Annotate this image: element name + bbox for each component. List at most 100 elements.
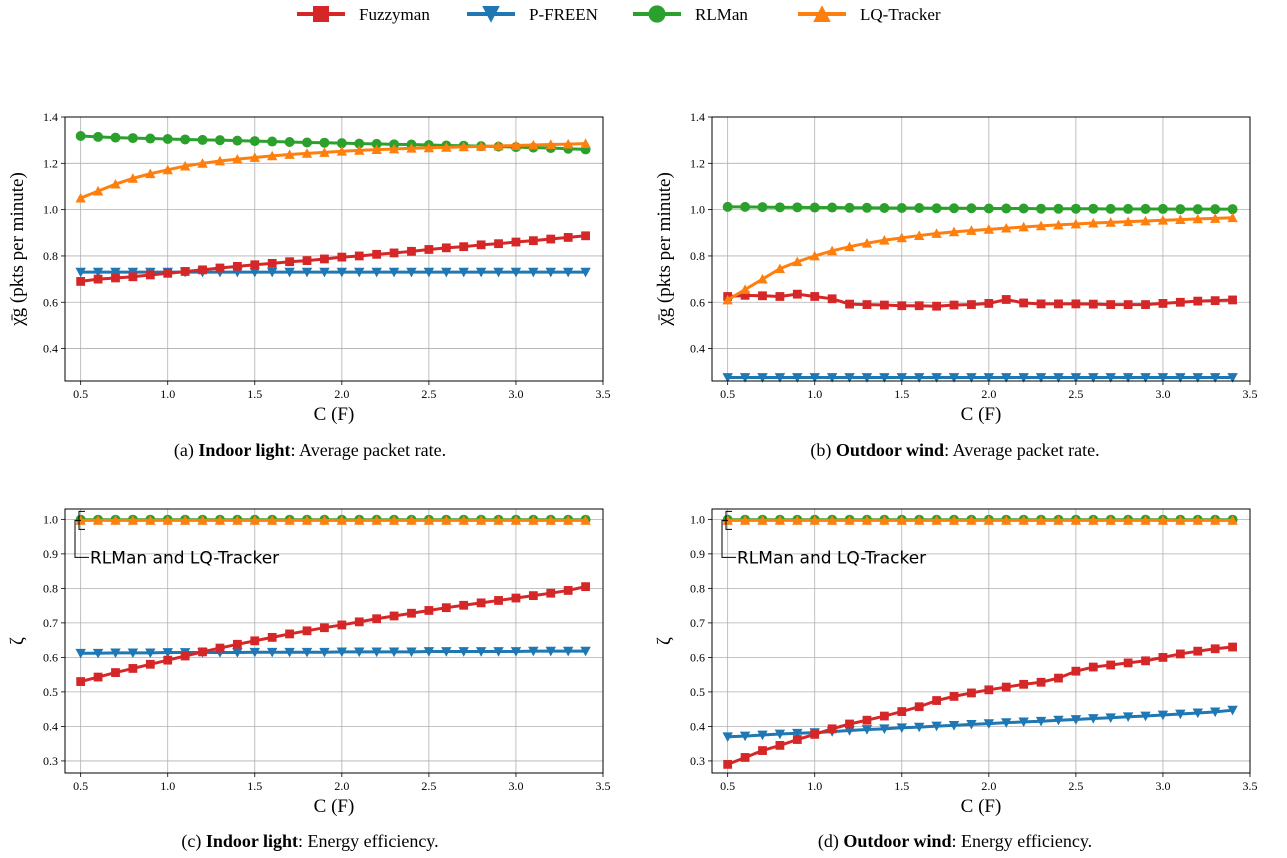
series-fuzzyman: [723, 642, 1237, 769]
series-line-lq-tracker: [726, 216, 1233, 302]
data-point-lq-tracker: [110, 515, 121, 525]
data-point-fuzzyman: [163, 655, 173, 665]
data-point-fuzzyman: [1019, 679, 1029, 689]
data-point-p-freen: [75, 648, 86, 659]
data-point-lq-tracker: [809, 515, 820, 525]
data-point-fuzzyman: [1193, 296, 1203, 306]
data-point-lq-tracker: [388, 143, 400, 154]
data-point-rlman: [1036, 203, 1047, 214]
data-point-fuzzyman: [285, 629, 295, 639]
data-point-fuzzyman: [862, 300, 872, 309]
series-rlman: [722, 201, 1238, 215]
data-point-fuzzyman: [145, 659, 155, 669]
data-point-rlman: [75, 130, 86, 141]
data-point-lq-tracker: [1140, 515, 1151, 525]
data-point-p-freen: [983, 719, 995, 729]
y-tick-label: 0.8: [43, 581, 58, 595]
legend-label: P-FREEN: [529, 5, 598, 24]
x-tick-label: 1.5: [894, 387, 909, 401]
data-point-p-freen: [423, 267, 435, 278]
data-point-lq-tracker: [249, 152, 260, 162]
data-point-fuzzyman: [180, 651, 190, 661]
data-point-p-freen: [913, 373, 925, 383]
data-point-fuzzyman: [494, 239, 503, 249]
data-point-p-freen: [336, 267, 348, 278]
data-point-fuzzyman: [827, 724, 837, 734]
data-point-fuzzyman: [862, 715, 872, 725]
data-point-rlman: [722, 201, 733, 212]
y-tick-label: 0.7: [43, 616, 58, 630]
legend-marker: [648, 5, 666, 23]
ticks: 0.5 1.0 1.5 2.0 2.5 3.0 3.5 0.4 0.6 0.8 1.0 1.2 1.4: [690, 110, 1258, 401]
y-axis-label: χ̄g (pkts per minute): [7, 172, 28, 327]
data-point-fuzzyman: [879, 300, 889, 310]
data-point-rlman: [966, 203, 977, 214]
data-point-fuzzyman: [1036, 299, 1046, 309]
chart-legend: Fuzzyman P-FREEN RLMan LQ-Tracker: [297, 5, 941, 24]
data-point-lq-tracker: [371, 515, 382, 525]
data-point-lq-tracker: [809, 250, 820, 261]
x-tick-label: 0.5: [73, 387, 88, 401]
data-point-p-freen: [1088, 714, 1099, 724]
data-point-lq-tracker: [423, 515, 435, 525]
data-point-fuzzyman: [215, 263, 225, 273]
data-point-p-freen: [722, 373, 733, 383]
data-point-lq-tracker: [562, 138, 574, 149]
data-point-rlman: [302, 137, 313, 148]
data-point-lq-tracker: [162, 515, 173, 525]
y-axis-label: ζ: [7, 637, 28, 645]
data-point-rlman: [197, 134, 208, 145]
chart-b-svg: 0.5 1.0 1.5 2.0 2.5 3.0 3.5 0.4 0.6 0.8 1.0 1.2 1.4 C…: [654, 110, 1258, 425]
y-tick-label: 0.5: [43, 685, 58, 699]
x-tick-label: 2.5: [421, 779, 436, 793]
data-point-p-freen: [1140, 373, 1151, 383]
data-point-fuzzyman: [302, 626, 312, 636]
y-tick-label: 1.2: [43, 156, 58, 170]
data-point-fuzzyman: [967, 300, 976, 309]
data-point-fuzzyman: [949, 691, 959, 701]
data-point-p-freen: [757, 730, 768, 741]
data-point-fuzzyman: [459, 242, 469, 252]
data-point-p-freen: [580, 646, 591, 657]
data-point-fuzzyman: [424, 245, 434, 254]
data-point-fuzzyman: [792, 289, 802, 299]
legend-item-lq-tracker: LQ-Tracker: [798, 5, 941, 24]
data-point-fuzzyman: [758, 291, 767, 301]
x-axis-label: C (F): [961, 796, 1002, 817]
data-point-rlman: [267, 136, 278, 147]
data-point-fuzzyman: [1071, 299, 1081, 309]
y-tick-label: 0.9: [43, 547, 58, 561]
data-point-rlman: [145, 133, 156, 144]
caption-b: (b) Outdoor wind: Average packet rate.: [810, 440, 1100, 460]
data-point-lq-tracker: [1209, 515, 1221, 525]
data-point-rlman: [93, 131, 104, 142]
data-point-fuzzyman: [76, 677, 86, 686]
y-tick-label: 1.0: [690, 512, 705, 526]
y-tick-label: 1.4: [690, 110, 705, 124]
data-point-fuzzyman: [267, 258, 277, 268]
data-point-fuzzyman: [111, 273, 120, 283]
data-point-fuzzyman: [93, 672, 103, 682]
chart-panel-a: 0.5 1.0 1.5 2.0 2.5 3.0 3.5 0.4 0.6 0.8 1.0 1.2 1.4 C…: [0, 100, 640, 465]
data-point-p-freen: [284, 267, 295, 278]
data-point-p-freen: [879, 373, 890, 383]
data-point-lq-tracker: [336, 146, 348, 156]
data-point-p-freen: [792, 728, 803, 739]
data-point-p-freen: [844, 373, 855, 383]
data-point-rlman: [1123, 203, 1134, 214]
y-tick-label: 0.3: [690, 754, 705, 768]
data-point-p-freen: [1088, 373, 1099, 383]
data-point-fuzzyman: [389, 611, 399, 621]
data-point-lq-tracker: [249, 515, 260, 525]
data-point-fuzzyman: [250, 260, 260, 270]
y-tick-label: 1.0: [43, 512, 58, 526]
data-point-fuzzyman: [528, 591, 538, 601]
data-point-fuzzyman: [163, 268, 173, 278]
data-point-p-freen: [441, 267, 452, 278]
data-point-rlman: [1105, 203, 1116, 214]
data-point-p-freen: [1209, 373, 1221, 383]
data-point-p-freen: [301, 647, 313, 658]
data-point-rlman: [232, 135, 243, 146]
data-point-p-freen: [1192, 373, 1203, 383]
data-point-fuzzyman: [76, 277, 86, 286]
